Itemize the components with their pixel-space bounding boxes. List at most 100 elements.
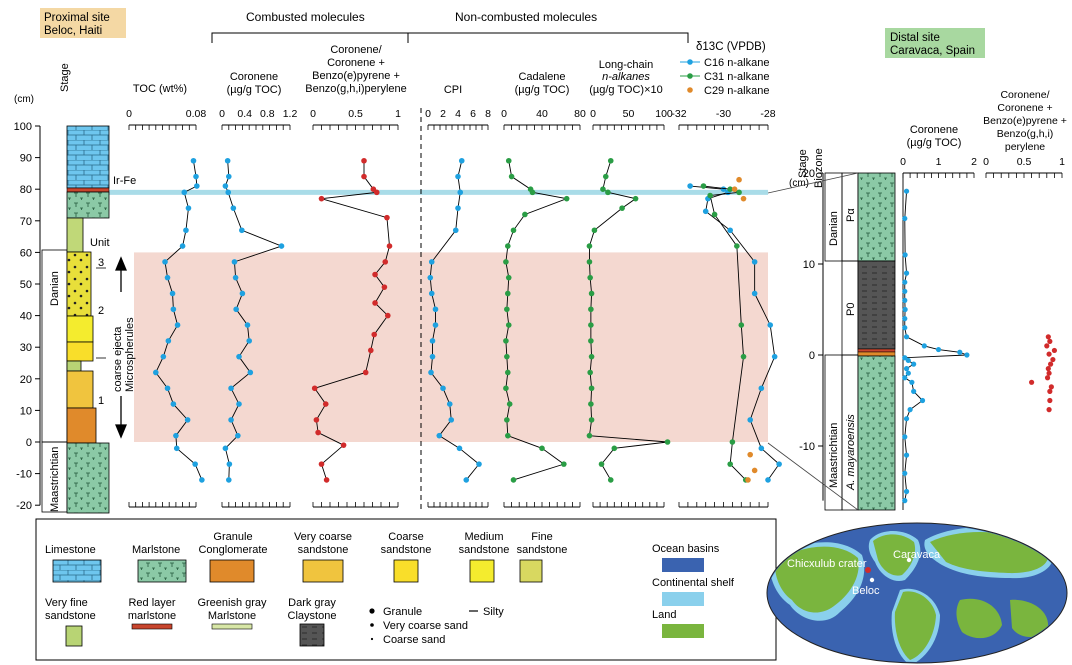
axis-tick-label: 0 — [310, 108, 316, 120]
data-point — [758, 385, 765, 392]
data-point — [539, 445, 545, 452]
data-point — [446, 401, 453, 407]
data-point — [181, 189, 188, 196]
data-point — [1029, 379, 1035, 385]
data-point — [235, 432, 241, 439]
data-point — [903, 366, 910, 372]
panel-caravaca-ratio: 0 0.5 1 — [983, 156, 1065, 413]
data-point — [373, 189, 380, 196]
data-point — [170, 306, 177, 313]
axis-tick-label: 0.5 — [1017, 156, 1032, 168]
data-point — [510, 227, 517, 234]
data-point — [313, 417, 320, 423]
axis-tick-label: 0.8 — [260, 108, 275, 120]
data-point — [385, 312, 391, 319]
axis-tick-label: 0.5 — [348, 108, 363, 120]
data-point — [362, 369, 369, 376]
data-point — [605, 189, 611, 196]
data-point — [911, 388, 917, 394]
data-point — [758, 445, 765, 452]
swatch-coarse — [393, 559, 419, 583]
litho-very-coarse — [66, 370, 94, 409]
axis-tick-label: 100 — [655, 108, 673, 120]
data-point — [476, 461, 482, 467]
litho-marlstone-top — [66, 191, 110, 219]
cadalene-header: Cadalene — [518, 71, 565, 83]
legend-vfine-2: sandstone — [45, 610, 96, 622]
series-line — [155, 160, 203, 481]
data-point — [244, 322, 251, 328]
data-point — [734, 243, 740, 249]
data-point — [588, 338, 594, 344]
stage-maastrichtian-left: Maastrichtian — [49, 447, 61, 512]
axis-tick-label: -30 — [716, 108, 731, 120]
data-point — [1045, 366, 1051, 372]
data-point — [1046, 351, 1052, 357]
data-point — [457, 189, 464, 196]
coronene-unit: (µg/g TOC) — [227, 84, 282, 96]
map-legend-shelf: Continental shelf — [652, 577, 735, 589]
data-point — [586, 259, 593, 265]
data-point — [529, 189, 536, 196]
depth-tick-label: 40 — [20, 311, 32, 323]
swatch-greenish — [211, 623, 253, 630]
data-point — [247, 369, 254, 376]
group-bracket — [211, 32, 689, 43]
data-point — [602, 173, 609, 180]
noncombusted-label: Non-combusted molecules — [455, 10, 597, 24]
data-point — [429, 338, 436, 344]
data-point — [902, 279, 908, 285]
data-point — [707, 192, 713, 199]
data-point — [711, 211, 718, 218]
lithology-column — [66, 125, 110, 514]
axis-tick-label: 0 — [983, 156, 989, 168]
panel-2: 0 0.5 1 — [310, 108, 401, 508]
series-line — [224, 160, 283, 480]
legend-c31: C31 n-alkane — [704, 71, 769, 83]
legend-darkgray-1: Dark gray — [288, 597, 336, 609]
data-point — [278, 243, 285, 249]
swatch-ocean — [662, 558, 704, 572]
data-point — [228, 385, 234, 392]
depth-tick-label: 60 — [20, 247, 32, 259]
ejecta-label-box — [110, 292, 134, 396]
data-point — [428, 369, 434, 376]
legend-greenish-1: Greenish gray — [197, 597, 267, 609]
data-point — [907, 407, 913, 413]
data-point — [902, 355, 908, 361]
data-point — [902, 252, 908, 258]
data-point — [902, 470, 908, 476]
legend-red-1: Red layer — [128, 597, 175, 609]
ejecta-label: coarse ejecta — [112, 326, 124, 392]
data-point — [522, 211, 528, 218]
data-point — [340, 442, 347, 448]
swatch-medium — [469, 559, 495, 583]
distal-ratio-4: Benzo(g,h,i) — [997, 128, 1054, 140]
swatch-darkgray — [299, 623, 325, 647]
data-point — [226, 477, 232, 483]
data-point — [169, 290, 176, 297]
data-point — [727, 186, 733, 192]
panels: 0 0.08 0 0.4 0.8 1.2 0 0.5 1 0 2 4 6 8 0 40 80 0 50 100-32-… — [126, 108, 1065, 510]
data-point — [228, 417, 234, 423]
data-point — [771, 353, 778, 360]
axis-tick-label: 0 — [501, 108, 507, 120]
axis-tick-label: 0 — [900, 156, 906, 168]
data-point — [905, 357, 911, 364]
data-point — [687, 183, 693, 189]
data-point — [239, 227, 245, 234]
swatch-red — [131, 623, 173, 630]
data-point — [505, 369, 511, 376]
data-point — [246, 338, 252, 344]
series-line — [903, 191, 968, 501]
legend-darkgray-2: Claystone — [288, 610, 337, 622]
data-point — [588, 353, 595, 360]
data-point — [505, 274, 512, 281]
longchain-header-2: n-alkanes — [602, 71, 650, 83]
cm-label-left: (cm) — [14, 94, 34, 105]
data-point — [588, 306, 594, 313]
grain-granule: Granule — [383, 606, 422, 618]
data-point — [736, 189, 742, 196]
axis-tick-label: 2 — [971, 156, 977, 168]
